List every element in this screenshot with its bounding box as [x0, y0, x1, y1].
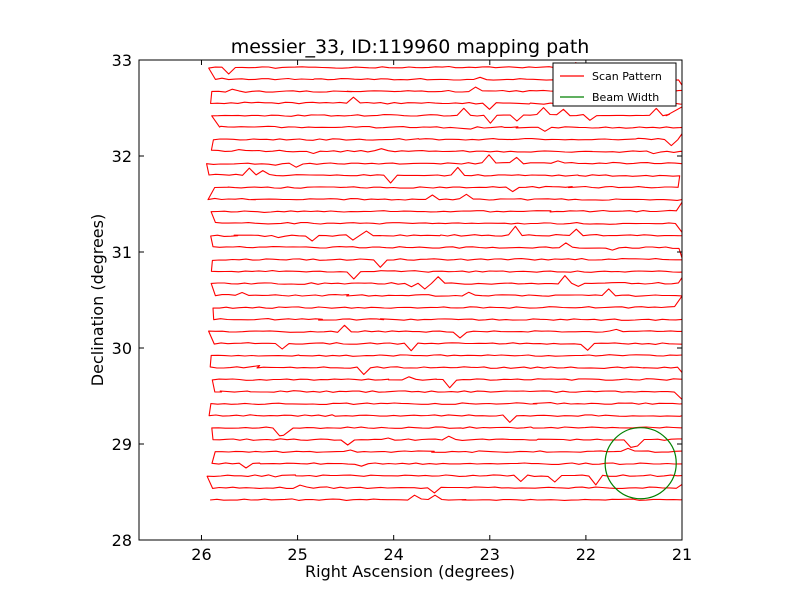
- y-tick-label: 29: [112, 435, 132, 454]
- beam-width-circle: [604, 427, 677, 500]
- y-tick-label: 30: [112, 339, 132, 358]
- legend-label-beam-width: Beam Width: [592, 91, 659, 104]
- x-tick-label: 25: [287, 545, 307, 564]
- scan-pattern-series: [206, 62, 682, 501]
- legend: Scan Pattern Beam Width: [552, 62, 677, 107]
- plot-frame: [138, 59, 683, 541]
- y-tick-label: 33: [112, 51, 132, 70]
- plot-background: [139, 60, 682, 540]
- plot-area: [138, 59, 683, 541]
- x-axis-label: Right Ascension (degrees): [305, 562, 515, 581]
- scan-pattern-line: [206, 62, 682, 501]
- x-tick-label: 24: [384, 545, 404, 564]
- legend-box: [552, 62, 677, 107]
- y-axis-label: Declination (degrees): [88, 214, 107, 386]
- x-tick-labels: 26 25 24 23 22 21: [191, 545, 692, 564]
- y-tick-label: 31: [112, 243, 132, 262]
- x-tick-label: 22: [576, 545, 596, 564]
- chart-title: messier_33, ID:119960 mapping path: [231, 36, 590, 58]
- beam-width-series: [604, 427, 677, 500]
- y-tick-labels: 28 29 30 31 32 33: [112, 51, 132, 550]
- x-tick-label: 21: [672, 545, 692, 564]
- x-tick-label: 23: [480, 545, 500, 564]
- y-tick-label: 32: [112, 147, 132, 166]
- x-tick-label: 26: [191, 545, 211, 564]
- y-tick-label: 28: [112, 531, 132, 550]
- legend-label-scan-pattern: Scan Pattern: [592, 70, 662, 83]
